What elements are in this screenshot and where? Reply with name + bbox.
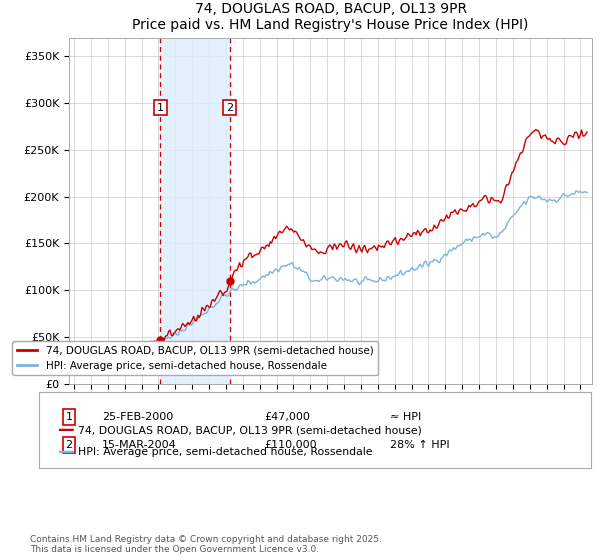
Text: £110,000: £110,000 xyxy=(264,440,317,450)
Title: 74, DOUGLAS ROAD, BACUP, OL13 9PR
Price paid vs. HM Land Registry's House Price : 74, DOUGLAS ROAD, BACUP, OL13 9PR Price … xyxy=(133,2,529,32)
Bar xyxy=(160,38,230,384)
Text: 28% ↑ HPI: 28% ↑ HPI xyxy=(390,440,449,450)
Text: £47,000: £47,000 xyxy=(264,412,310,422)
Text: HPI: Average price, semi-detached house, Rossendale: HPI: Average price, semi-detached house,… xyxy=(78,447,373,458)
Text: 25-FEB-2000: 25-FEB-2000 xyxy=(102,412,173,422)
Text: Contains HM Land Registry data © Crown copyright and database right 2025.
This d: Contains HM Land Registry data © Crown c… xyxy=(30,535,382,554)
Text: ≈ HPI: ≈ HPI xyxy=(390,412,421,422)
Text: 2: 2 xyxy=(65,440,73,450)
Text: 1: 1 xyxy=(65,412,73,422)
Text: 2: 2 xyxy=(226,102,233,113)
Text: 15-MAR-2004: 15-MAR-2004 xyxy=(102,440,177,450)
Legend: 74, DOUGLAS ROAD, BACUP, OL13 9PR (semi-detached house), HPI: Average price, sem: 74, DOUGLAS ROAD, BACUP, OL13 9PR (semi-… xyxy=(13,342,378,375)
Text: —: — xyxy=(57,421,74,439)
Text: —: — xyxy=(57,444,74,461)
Text: 1: 1 xyxy=(157,102,164,113)
Text: 74, DOUGLAS ROAD, BACUP, OL13 9PR (semi-detached house): 74, DOUGLAS ROAD, BACUP, OL13 9PR (semi-… xyxy=(78,425,422,435)
